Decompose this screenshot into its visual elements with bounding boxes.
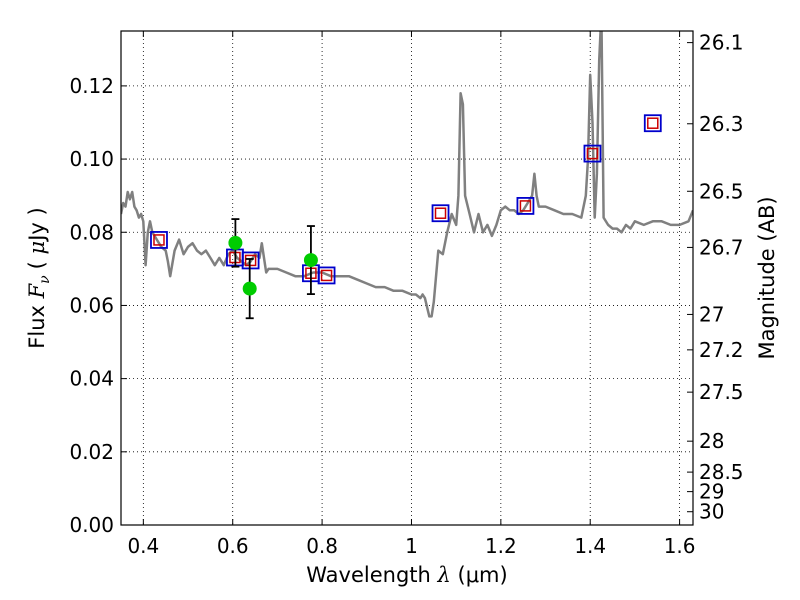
plot-frame xyxy=(120,30,694,526)
y-tick-label: 0.06 xyxy=(69,293,114,317)
observed-flux-circle xyxy=(303,253,318,268)
y2-tick-label: 28.5 xyxy=(699,460,744,484)
axis-ticks xyxy=(121,31,693,526)
synthetic-flux-square xyxy=(317,266,336,285)
y2-tick-label: 30 xyxy=(699,500,724,524)
observed-point xyxy=(228,218,243,268)
synthetic-flux-square xyxy=(516,197,535,215)
tick-labels: 0.4 0.6 0.8 1 1.2 1.4 1.6 0.00 0.02 0.04 0.06 0.08 0… xyxy=(69,31,743,558)
x-tick-label: 1 xyxy=(405,534,418,558)
plot-background xyxy=(121,31,693,525)
filter-flux-square xyxy=(434,207,447,219)
y2-tick-label: 27 xyxy=(699,302,724,326)
y2-tick-label: 26.1 xyxy=(699,31,744,55)
filter-flux-square xyxy=(320,269,333,282)
model-spectrum-line xyxy=(121,31,693,318)
synthetic-flux-square xyxy=(583,144,602,163)
observed-flux-circle xyxy=(242,281,257,296)
y-tick-label: 0.00 xyxy=(69,513,114,537)
filter-flux-square xyxy=(153,234,165,246)
y-tick-label: 0.12 xyxy=(69,74,114,98)
y-axis-label: Flux Fν( μJy ) xyxy=(25,207,53,348)
y-tick-label: 0.04 xyxy=(69,367,114,391)
filter-flux-square xyxy=(647,117,659,129)
y2-tick-label: 26.5 xyxy=(699,179,744,203)
synthetic-flux-square xyxy=(150,231,168,249)
synthetic-flux-square xyxy=(431,204,450,223)
y-tick-label: 0.08 xyxy=(69,220,114,244)
x-tick-label: 1.2 xyxy=(485,534,517,558)
x-tick-label: 0.4 xyxy=(127,534,159,558)
y2-tick-label: 29 xyxy=(699,480,724,504)
y-tick-label: 0.10 xyxy=(69,147,114,171)
markers xyxy=(150,114,662,320)
series-area xyxy=(121,31,693,318)
y2-tick-label: 27.2 xyxy=(699,338,744,362)
y2-axis-label: Magnitude (AB) xyxy=(755,196,779,359)
observed-point xyxy=(303,225,318,296)
y2-tick-label: 27.5 xyxy=(699,380,744,404)
synthetic-flux-square xyxy=(643,114,662,133)
y2-tick-label: 26.7 xyxy=(699,235,744,259)
observed-flux-circle xyxy=(228,235,243,250)
y2-tick-label: 26.3 xyxy=(699,112,744,136)
observed-point xyxy=(242,258,257,320)
y2-tick-label: 28 xyxy=(699,429,724,453)
x-tick-label: 1.4 xyxy=(574,534,606,558)
filter-flux-square xyxy=(586,147,599,160)
filter-flux-square xyxy=(519,200,532,212)
x-tick-label: 0.8 xyxy=(306,534,338,558)
x-axis-label: Wavelength λ (μm) xyxy=(306,563,507,587)
x-tick-label: 1.6 xyxy=(664,534,696,558)
y-tick-label: 0.02 xyxy=(69,440,114,464)
x-tick-label: 0.6 xyxy=(217,534,249,558)
